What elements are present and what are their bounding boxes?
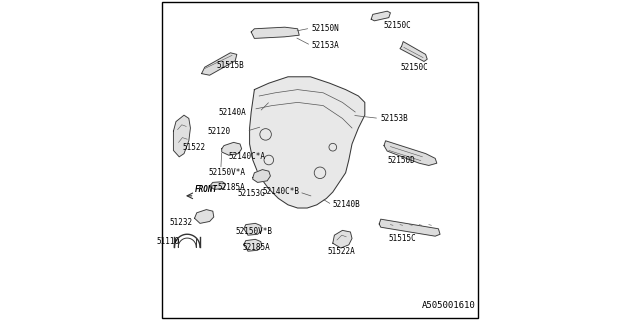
Polygon shape [371,11,390,21]
Text: 52140C*B: 52140C*B [262,188,300,196]
Polygon shape [333,230,352,248]
Polygon shape [400,42,428,61]
Text: 52150C: 52150C [383,21,411,30]
Text: A505001610: A505001610 [422,301,475,310]
Text: 52150D: 52150D [387,156,415,164]
Polygon shape [244,223,262,235]
Text: 51110: 51110 [156,237,179,246]
Text: 52150N: 52150N [311,24,339,33]
Text: 51522A: 51522A [328,247,356,256]
Text: 51232: 51232 [170,218,193,227]
Polygon shape [195,210,214,223]
Polygon shape [244,239,262,251]
Text: 52140B: 52140B [333,200,360,209]
Text: FRONT: FRONT [195,185,218,194]
Polygon shape [210,182,226,189]
Text: 52150V*B: 52150V*B [236,228,273,236]
Polygon shape [250,77,365,208]
Text: 52150C: 52150C [401,63,428,72]
Polygon shape [251,27,300,38]
Text: 51522: 51522 [182,143,205,152]
Text: 52140C*A: 52140C*A [229,152,266,161]
Polygon shape [253,170,270,182]
Polygon shape [202,53,237,75]
Text: 52120: 52120 [208,127,231,136]
Text: 51515C: 51515C [388,234,416,243]
Text: 52150V*A: 52150V*A [208,168,245,177]
Text: 52140A: 52140A [219,108,246,116]
Text: 51515B: 51515B [217,61,244,70]
Polygon shape [173,115,191,157]
Text: 52185A: 52185A [218,183,245,192]
Text: 52153G: 52153G [237,189,265,198]
Polygon shape [384,141,437,165]
Text: 52153A: 52153A [312,41,339,50]
Polygon shape [380,219,440,236]
Text: 52153B: 52153B [380,114,408,123]
Text: 52185A: 52185A [242,244,270,252]
Polygon shape [222,142,242,155]
